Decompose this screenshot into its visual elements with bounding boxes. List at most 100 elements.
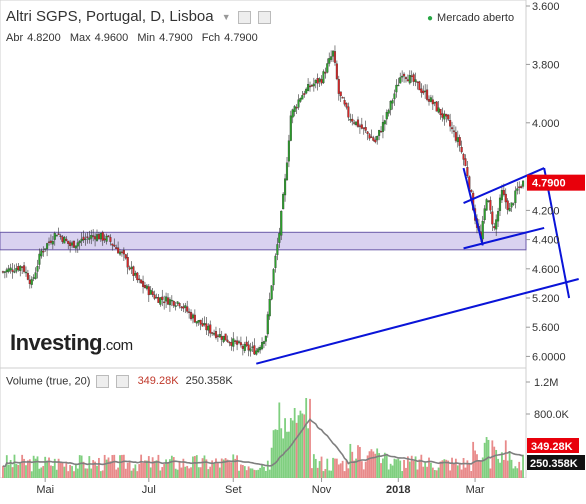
candle-body [122, 250, 125, 255]
volume-bar [389, 463, 392, 478]
x-tick-label: 2018 [386, 484, 410, 496]
volume-bar [38, 468, 41, 478]
candle-body [32, 277, 35, 279]
volume-bar [378, 453, 381, 478]
volume-bar [222, 459, 225, 478]
candle-body [435, 101, 438, 112]
volume-bar [391, 465, 394, 478]
candle-body [301, 95, 304, 100]
candle-body [504, 193, 507, 203]
trendline-channel-lower[interactable] [463, 226, 545, 250]
candle-body [174, 305, 177, 307]
volume-bar [65, 461, 68, 478]
volume-bar [53, 458, 56, 478]
volume-pane [0, 367, 527, 479]
candle-body [165, 296, 168, 302]
y-tick-label: 4.200 [532, 205, 560, 217]
candle-body [412, 74, 415, 82]
time-axis [0, 478, 586, 499]
candle-body [458, 137, 461, 146]
candle-body [107, 235, 110, 237]
trendline-long-term-support[interactable] [256, 278, 579, 365]
candle-body [498, 197, 502, 211]
volume-bar [454, 458, 457, 478]
candle-body [395, 84, 398, 93]
candle-body [272, 269, 275, 286]
volume-bar [405, 467, 407, 478]
candle-body [186, 306, 189, 312]
volume-bar [431, 467, 434, 478]
volume-bar [226, 459, 229, 478]
volume-bar [476, 454, 478, 478]
candle-body [257, 348, 260, 353]
volume-average-badge [527, 455, 585, 470]
volume-bar [80, 455, 83, 478]
volume-bar [119, 455, 121, 478]
candle-body [260, 342, 264, 350]
volume-header: Volume (true, 20) 349.28K 250.358K [6, 375, 233, 388]
close-icon[interactable] [258, 10, 272, 24]
volume-bar [99, 471, 102, 478]
volume-bar [195, 455, 198, 478]
settings-icon[interactable] [96, 375, 110, 388]
volume-bar [430, 462, 432, 478]
volume-bar [520, 470, 523, 478]
volume-bar [312, 454, 315, 478]
candle-body [333, 51, 337, 63]
candle-body [445, 113, 448, 117]
volume-bar [144, 460, 146, 478]
candle-body [236, 340, 239, 345]
volume-bar [337, 464, 340, 478]
volume-bar [339, 463, 342, 478]
volume-bar [428, 457, 430, 478]
volume-bar [433, 470, 436, 478]
trendline-channel-left[interactable] [462, 167, 484, 246]
volume-bar [458, 462, 461, 478]
chart-header: Altri SGPS, Portugal, D, Lisboa ▼ [6, 8, 272, 25]
candle-body [422, 90, 425, 94]
volume-bar [138, 464, 141, 478]
candle-body [11, 269, 14, 272]
volume-bar [203, 455, 206, 478]
candle-body [303, 93, 306, 95]
candle-body [449, 120, 452, 127]
volume-bar [364, 461, 367, 478]
volume-value: 349.28K [137, 375, 179, 388]
x-tick-label: Mar [466, 484, 485, 496]
candle-body [401, 75, 404, 78]
candle-body [166, 297, 170, 305]
candle-body [366, 131, 369, 134]
volume-bar [88, 456, 91, 478]
candle-body [7, 268, 10, 272]
volume-bar [439, 461, 442, 478]
volume-bar [94, 461, 96, 478]
candle-body [326, 63, 329, 73]
candle-body [351, 118, 354, 122]
candle-body [360, 124, 363, 129]
candle-body [118, 251, 122, 255]
candle-body [36, 265, 39, 272]
candle-body [307, 84, 310, 91]
volume-bar [387, 469, 390, 478]
candle-body [249, 348, 252, 352]
chevron-down-icon[interactable]: ▼ [221, 12, 231, 23]
volume-bar [136, 471, 139, 478]
candle-body [120, 251, 123, 253]
close-icon[interactable] [115, 375, 129, 388]
volume-bar [380, 463, 382, 478]
candle-body [318, 78, 321, 82]
volume-bar [34, 458, 37, 478]
candle-body [132, 266, 135, 277]
volume-bar [213, 462, 215, 478]
volume-bar [359, 446, 361, 478]
volume-bar [98, 457, 100, 478]
close-label: Fch [201, 32, 221, 44]
candle-body [193, 314, 196, 323]
settings-icon[interactable] [237, 10, 251, 24]
volume-bar [272, 430, 275, 478]
candle-body [520, 186, 523, 188]
volume-bar [341, 460, 344, 478]
candle-body [470, 189, 473, 192]
trendline-channel-upper[interactable] [463, 167, 545, 205]
